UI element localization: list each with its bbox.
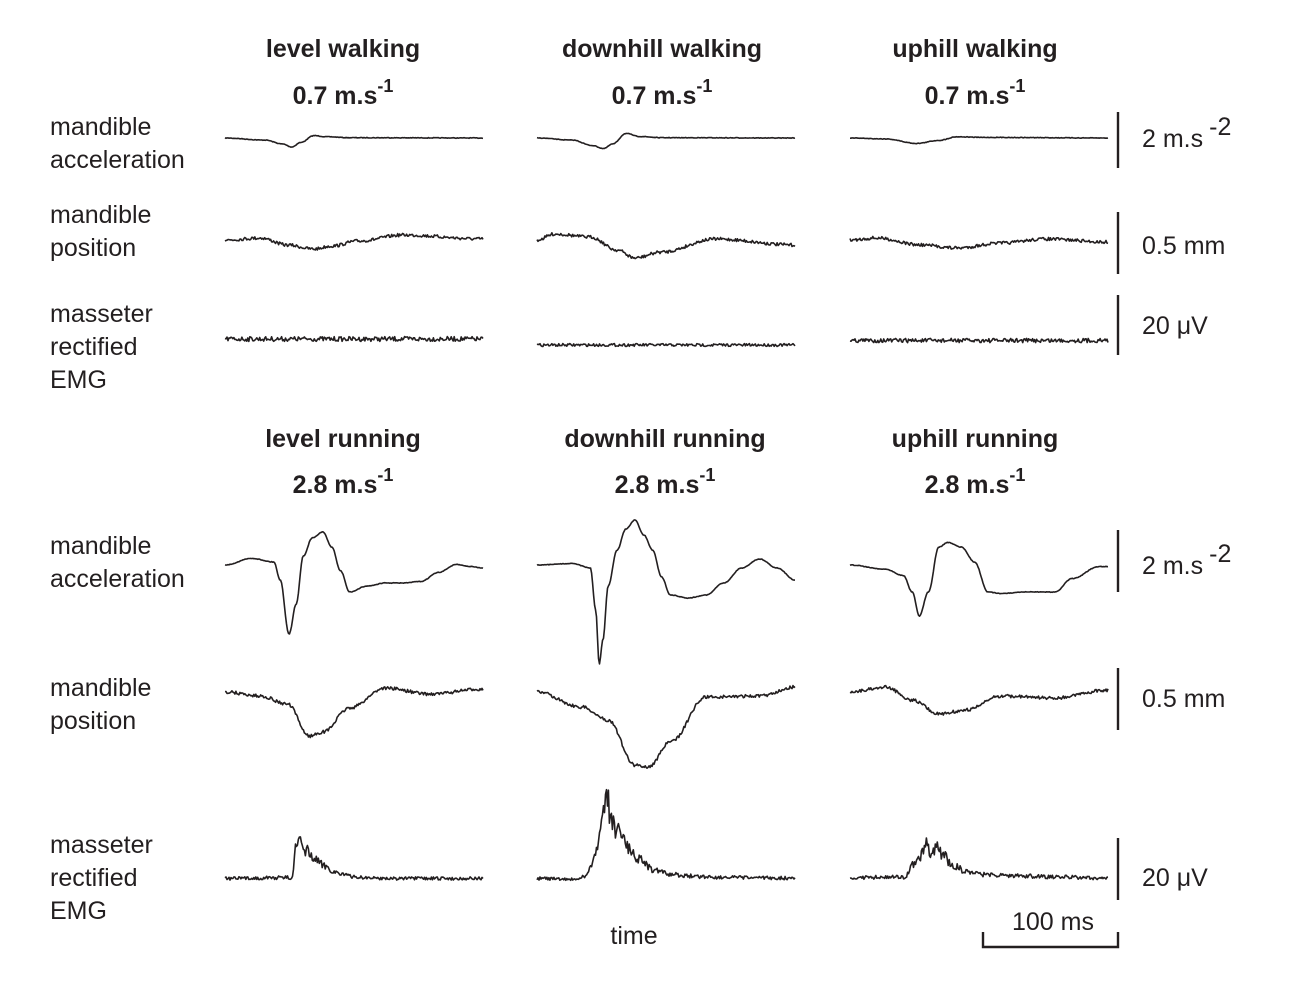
trace-emg-uphill-walking xyxy=(849,337,1109,344)
title-downhill-running: downhill running xyxy=(564,425,765,453)
scale-label-acceleration-walking: 2 m.s -2 xyxy=(1142,113,1231,153)
scale-label-position-running: 0.5 mm xyxy=(1142,685,1225,713)
trace-acceleration-uphill-walking xyxy=(850,135,1109,145)
scale-label-position-walking: 0.5 mm xyxy=(1142,232,1225,260)
speed-uphill-walking: 0.7 m.s-1 xyxy=(925,76,1026,110)
trace-acceleration-level-walking xyxy=(224,134,484,148)
title-uphill-walking: uphill walking xyxy=(892,35,1057,63)
trace-emg-downhill-running xyxy=(536,788,796,882)
trace-emg-downhill-walking xyxy=(536,342,796,348)
title-level-walking: level walking xyxy=(266,35,420,63)
speed-downhill-running: 2.8 m.s-1 xyxy=(615,465,716,499)
scale-label-acceleration-running: 2 m.s -2 xyxy=(1142,540,1231,580)
trace-position-downhill-walking xyxy=(536,232,796,260)
trace-position-uphill-walking xyxy=(849,235,1109,250)
speed-downhill-walking: 0.7 m.s-1 xyxy=(612,76,713,110)
x-axis-label: time xyxy=(610,922,657,950)
row-label-acceleration-running: mandible acceleration xyxy=(50,532,185,593)
row-label-emg-walking: masseter rectified EMG xyxy=(50,300,160,394)
trace-acceleration-downhill-running xyxy=(536,519,795,665)
scale-label-emg-running: 20 μV xyxy=(1142,864,1208,892)
row-label-emg-running: masseter rectified EMG xyxy=(50,831,160,925)
title-uphill-running: uphill running xyxy=(892,425,1059,453)
speed-level-walking: 0.7 m.s-1 xyxy=(293,76,394,110)
row-label-position-walking: mandible position xyxy=(50,201,158,262)
row-label-acceleration-walking: mandible acceleration xyxy=(50,113,185,174)
trace-emg-level-walking xyxy=(224,335,484,343)
trace-position-level-walking xyxy=(224,232,484,251)
speed-uphill-running: 2.8 m.s-1 xyxy=(925,465,1026,499)
trace-emg-level-running xyxy=(224,836,484,881)
trace-emg-uphill-running xyxy=(849,837,1109,881)
row-label-position-running: mandible position xyxy=(50,674,158,735)
title-level-running: level running xyxy=(265,425,421,453)
scale-label-emg-walking: 20 μV xyxy=(1142,312,1208,340)
title-downhill-walking: downhill walking xyxy=(562,35,762,63)
trace-acceleration-level-running xyxy=(224,530,484,635)
speed-level-running: 2.8 m.s-1 xyxy=(293,465,394,499)
trace-position-uphill-running xyxy=(849,684,1109,716)
trace-position-downhill-running xyxy=(536,684,796,770)
scale-label-time: 100 ms xyxy=(1012,908,1094,936)
scale-bar-time xyxy=(981,932,1120,949)
trace-position-level-running xyxy=(224,685,484,739)
traces xyxy=(224,132,1109,882)
trace-acceleration-uphill-running xyxy=(849,541,1109,618)
trace-acceleration-downhill-walking xyxy=(536,132,796,150)
